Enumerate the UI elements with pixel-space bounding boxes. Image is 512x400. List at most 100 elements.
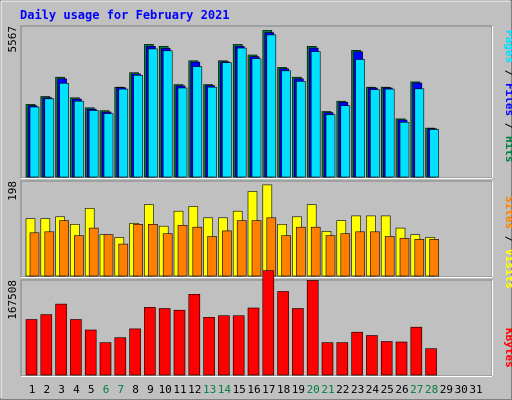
legend-sep-3: / [503,229,512,249]
pages-bar-day-10 [162,50,173,178]
legend-sep-1: / [503,63,512,83]
kbytes-bar-day-20 [306,280,319,376]
pages-bar-day-22 [340,105,351,178]
x-label-day-24: 24 [366,383,380,396]
x-axis-day-labels: 1 2 3 4 5 6 7 8 9 10 11 12 13 14 15 16 17 18 19 20 21 22 23 24 2… [29,383,483,396]
sites-bar-day-4 [74,235,84,277]
x-label-day-3: 3 [58,383,65,396]
kbytes-bar-day-13 [203,316,215,376]
sites-bar-day-5 [88,227,99,277]
pages-bar-day-7 [118,88,129,178]
legend-visits: Visits [503,249,512,289]
sites-bar-day-20 [310,226,321,277]
kbytes-bar-day-6 [99,342,112,376]
pages-bar-day-28 [429,129,439,178]
x-label-day-21: 21 [321,383,334,396]
x-label-day-10: 10 [159,383,172,396]
x-label-day-18: 18 [277,383,290,396]
pages-bar-day-17 [266,34,277,178]
kbytes-bar-day-26 [395,341,408,376]
sites-bar-day-23 [355,231,365,277]
pages-bar-day-6 [103,113,114,178]
panel-1-ymax-label: 5567 [6,26,19,53]
kbytes-bar-day-17 [262,270,275,376]
x-label-day-6: 6 [103,383,110,396]
pages-bar-day-19 [296,81,306,178]
sites-bar-day-3 [59,220,69,277]
panel-kbytes: 167508 KBytes [6,270,512,377]
x-label-day-13: 13 [203,383,216,396]
pages-bar-day-24 [370,89,380,178]
kbytes-bar-day-21 [321,342,334,376]
kbytes-bar-day-10 [158,308,171,376]
pages-bar-day-13 [207,86,217,178]
kbytes-bar-day-25 [380,341,393,376]
legend-sep-2: / [503,116,512,136]
pages-bar-day-5 [88,110,99,178]
x-label-day-14: 14 [218,383,232,396]
kbytes-bar-day-15 [232,315,245,376]
x-label-day-17: 17 [262,383,275,396]
sites-bar-day-25 [384,236,395,277]
sites-bar-day-1 [29,232,40,277]
pages-bar-day-12 [192,66,203,178]
panel-3-bars [25,270,437,376]
kbytes-bar-day-19 [292,308,304,376]
sites-bar-day-26 [399,238,410,277]
panel-2-bars [25,184,439,277]
pages-bar-day-8 [133,75,143,178]
x-label-day-2: 2 [43,383,50,396]
kbytes-bar-day-7 [114,337,127,376]
legend-files: Files [503,83,512,116]
x-label-day-11: 11 [173,383,186,396]
legend-kbytes: KBytes [503,328,512,368]
pages-bar-day-14 [222,62,232,178]
kbytes-bar-day-16 [247,307,260,376]
sites-bar-day-19 [296,226,306,277]
sites-bar-day-14 [222,230,232,277]
pages-bar-day-2 [44,98,55,178]
x-label-day-12: 12 [188,383,201,396]
sites-bar-day-12 [192,226,203,277]
sites-bar-day-8 [133,224,143,277]
sites-bar-day-2 [44,231,55,277]
pages-bar-day-26 [399,122,410,178]
pages-bar-day-1 [29,106,40,178]
panel-3-ymax-label: 167508 [6,280,19,320]
panel-1-bars [25,30,439,178]
kbytes-bar-day-5 [84,329,97,376]
kbytes-bar-day-2 [40,314,53,376]
x-label-day-23: 23 [351,383,364,396]
pages-bar-day-3 [59,83,69,178]
kbytes-bar-day-27 [410,326,423,376]
kbytes-bar-day-18 [277,291,289,376]
kbytes-bar-day-14 [218,315,230,376]
x-label-day-19: 19 [292,383,305,396]
x-label-day-30: 30 [455,383,468,396]
x-label-day-15: 15 [233,383,246,396]
kbytes-bar-day-23 [351,331,363,376]
sites-bar-day-27 [414,239,425,277]
sites-bar-day-7 [118,243,129,277]
kbytes-bar-day-28 [425,348,437,376]
x-label-day-27: 27 [410,383,423,396]
x-label-day-5: 5 [88,383,95,396]
sites-bar-day-21 [325,235,336,277]
pages-bar-day-15 [236,47,247,178]
panel-visits-sites: 198 Sites / Visits [6,180,512,289]
x-label-day-31: 31 [469,383,482,396]
kbytes-bar-day-12 [188,293,201,376]
pages-bar-day-21 [325,114,336,178]
x-label-day-8: 8 [132,383,139,396]
chart-title: Daily usage for February 2021 [20,8,230,22]
kbytes-bar-day-4 [70,319,82,376]
sites-bar-day-28 [429,239,439,277]
sites-bar-day-11 [177,225,188,277]
pages-bar-day-25 [384,88,395,178]
pages-bar-day-4 [74,100,84,178]
x-label-day-28: 28 [425,383,438,396]
x-label-day-16: 16 [247,383,260,396]
kbytes-bar-day-11 [173,309,186,376]
pages-bar-day-27 [414,88,425,178]
pages-bar-day-11 [177,87,188,178]
